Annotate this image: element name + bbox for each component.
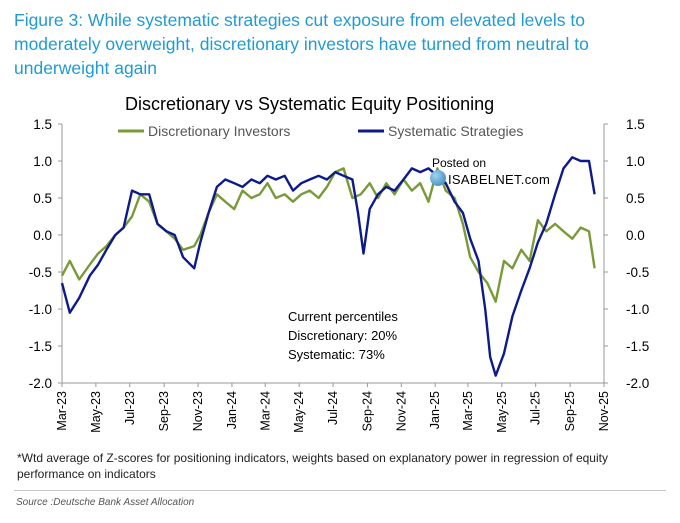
x-tick-label: Jan-25	[428, 391, 442, 429]
y-tick-label-left: -1.0	[29, 302, 52, 317]
x-tick-label: Jul-24	[326, 391, 340, 425]
y-tick-label-right: -1.5	[626, 339, 649, 354]
x-tick-label: Mar-24	[258, 391, 272, 431]
y-tick-label-left: 0.5	[33, 191, 52, 206]
chart-axes: 1.5 1.5 1.0 1.0 0.5 0.5 0.0 0.0 -0.5 -0.5 -1.0 -1.0…	[29, 117, 650, 433]
chart-title: Discretionary vs Systematic Equity Posit…	[125, 94, 495, 114]
y-tick-label-right: 1.0	[626, 154, 645, 169]
legend-label: Systematic Strategies	[388, 123, 523, 139]
y-tick-label-right: -1.0	[626, 302, 649, 317]
x-tick-label: Jan-24	[225, 391, 239, 429]
chart-series	[60, 156, 596, 377]
chart-legend: Discretionary Investors Systematic Strate…	[118, 123, 523, 139]
x-tick-label: Jul-25	[529, 391, 543, 425]
y-tick-label-left: 1.0	[33, 154, 52, 169]
x-tick-label: Sep-23	[157, 391, 171, 431]
y-tick-label-left: 0.0	[33, 228, 52, 243]
x-tick-label: Nov-24	[394, 391, 408, 431]
percentiles-annotation: Current percentiles Discretionary: 20% S…	[288, 307, 398, 364]
y-tick-label-left: -0.5	[29, 265, 52, 280]
y-tick-label-right: 1.5	[626, 117, 645, 132]
x-tick-label: May-25	[495, 391, 509, 433]
legend-label: Discretionary Investors	[148, 123, 290, 139]
y-tick-label-left: -2.0	[29, 376, 52, 391]
series-line-systematic	[60, 156, 596, 377]
x-tick-label: Nov-23	[191, 391, 205, 431]
x-tick-label: May-24	[292, 391, 306, 433]
x-tick-label: Sep-24	[360, 391, 374, 431]
x-tick-label: Mar-25	[461, 391, 475, 431]
divider	[14, 490, 666, 491]
annotation-line-2: Discretionary: 20%	[288, 328, 398, 343]
y-tick-label-right: 0.5	[626, 191, 645, 206]
series-line-discretionary	[60, 167, 596, 303]
watermark-posted: Posted on	[432, 156, 487, 170]
y-tick-label-right: 0.0	[626, 228, 645, 243]
annotation-line-3: Systematic: 73%	[288, 347, 385, 362]
x-tick-label: Jul-23	[123, 391, 137, 425]
x-tick-label: May-23	[89, 391, 103, 433]
x-tick-label: Mar-23	[55, 391, 69, 431]
figure-title: Figure 3: While systematic strategies cu…	[14, 10, 589, 78]
isabelnet-logo-icon	[430, 170, 446, 186]
source-note: Source :Deutsche Bank Asset Allocation	[16, 497, 195, 508]
y-tick-label-right: -2.0	[626, 376, 649, 391]
annotation-line-1: Current percentiles	[288, 309, 398, 324]
x-tick-label: Sep-25	[563, 391, 577, 431]
footnote: *Wtd average of Z-scores for positioning…	[17, 451, 608, 481]
y-tick-label-left: 1.5	[33, 117, 52, 132]
y-tick-label-left: -1.5	[29, 339, 52, 354]
watermark-brand: ISABELNET.com	[448, 172, 551, 187]
y-tick-label-right: -0.5	[626, 265, 649, 280]
x-tick-label: Nov-25	[597, 391, 611, 431]
